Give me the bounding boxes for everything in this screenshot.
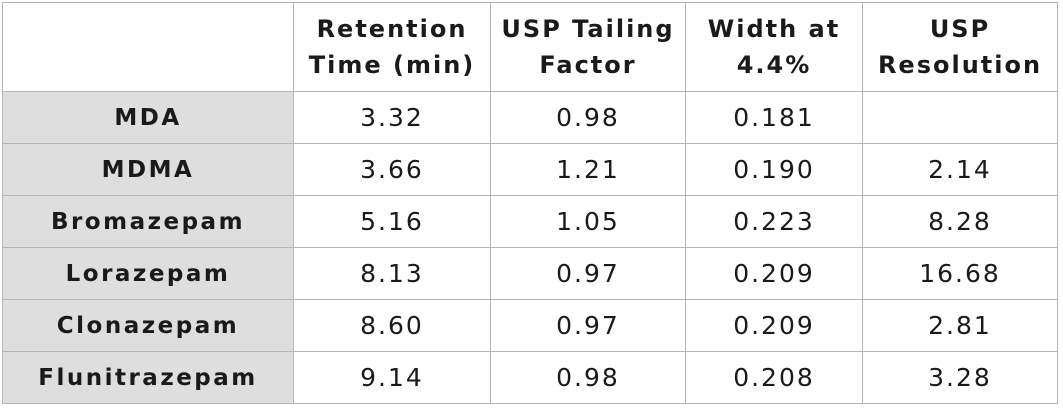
retention-time-cell: 8.60 xyxy=(293,299,491,352)
header-line: Retention xyxy=(316,15,468,43)
retention-time-cell: 5.16 xyxy=(293,195,491,248)
width-cell: 0.209 xyxy=(685,299,863,352)
header-line: 4.4% xyxy=(736,51,812,79)
compound-name-cell: Flunitrazepam xyxy=(2,351,294,404)
resolution-cell xyxy=(862,91,1058,144)
header-line: Resolution xyxy=(877,51,1043,79)
resolution-cell: 8.28 xyxy=(862,195,1058,248)
compound-name-cell: Bromazepam xyxy=(2,195,294,248)
width-cell: 0.209 xyxy=(685,247,863,300)
retention-time-cell: 3.66 xyxy=(293,143,491,196)
table-row: Lorazepam 8.13 0.97 0.209 16.68 xyxy=(2,247,1058,300)
width-cell: 0.223 xyxy=(685,195,863,248)
retention-time-cell: 8.13 xyxy=(293,247,491,300)
resolution-cell: 2.14 xyxy=(862,143,1058,196)
header-usp-tailing-factor: USP Tailing Factor xyxy=(490,2,686,92)
resolution-cell: 3.28 xyxy=(862,351,1058,404)
header-width: Width at 4.4% xyxy=(685,2,863,92)
compound-name-cell: Lorazepam xyxy=(2,247,294,300)
header-usp-resolution: USP Resolution xyxy=(862,2,1058,92)
width-cell: 0.208 xyxy=(685,351,863,404)
resolution-cell: 16.68 xyxy=(862,247,1058,300)
header-line: Factor xyxy=(539,51,637,79)
header-row: Retention Time (min) USP Tailing Factor … xyxy=(2,2,1058,92)
tailing-factor-cell: 0.97 xyxy=(490,299,686,352)
table-row: MDA 3.32 0.98 0.181 xyxy=(2,91,1058,144)
width-cell: 0.181 xyxy=(685,91,863,144)
compound-name-cell: Clonazepam xyxy=(2,299,294,352)
tailing-factor-cell: 0.98 xyxy=(490,91,686,144)
corner-header-cell xyxy=(2,2,294,92)
header-line: Time (min) xyxy=(308,51,476,79)
header-line: USP Tailing xyxy=(501,15,675,43)
tailing-factor-cell: 0.98 xyxy=(490,351,686,404)
table-row: Clonazepam 8.60 0.97 0.209 2.81 xyxy=(2,299,1058,352)
table-row: MDMA 3.66 1.21 0.190 2.14 xyxy=(2,143,1058,196)
resolution-cell: 2.81 xyxy=(862,299,1058,352)
compound-name-cell: MDMA xyxy=(2,143,294,196)
table-row: Bromazepam 5.16 1.05 0.223 8.28 xyxy=(2,195,1058,248)
tailing-factor-cell: 1.21 xyxy=(490,143,686,196)
table-row: Flunitrazepam 9.14 0.98 0.208 3.28 xyxy=(2,351,1058,404)
header-line: USP xyxy=(929,15,991,43)
retention-time-cell: 9.14 xyxy=(293,351,491,404)
results-table: Retention Time (min) USP Tailing Factor … xyxy=(2,2,1058,404)
header-retention-time: Retention Time (min) xyxy=(293,2,491,92)
tailing-factor-cell: 1.05 xyxy=(490,195,686,248)
header-line: Width at xyxy=(707,15,841,43)
tailing-factor-cell: 0.97 xyxy=(490,247,686,300)
retention-time-cell: 3.32 xyxy=(293,91,491,144)
width-cell: 0.190 xyxy=(685,143,863,196)
compound-name-cell: MDA xyxy=(2,91,294,144)
